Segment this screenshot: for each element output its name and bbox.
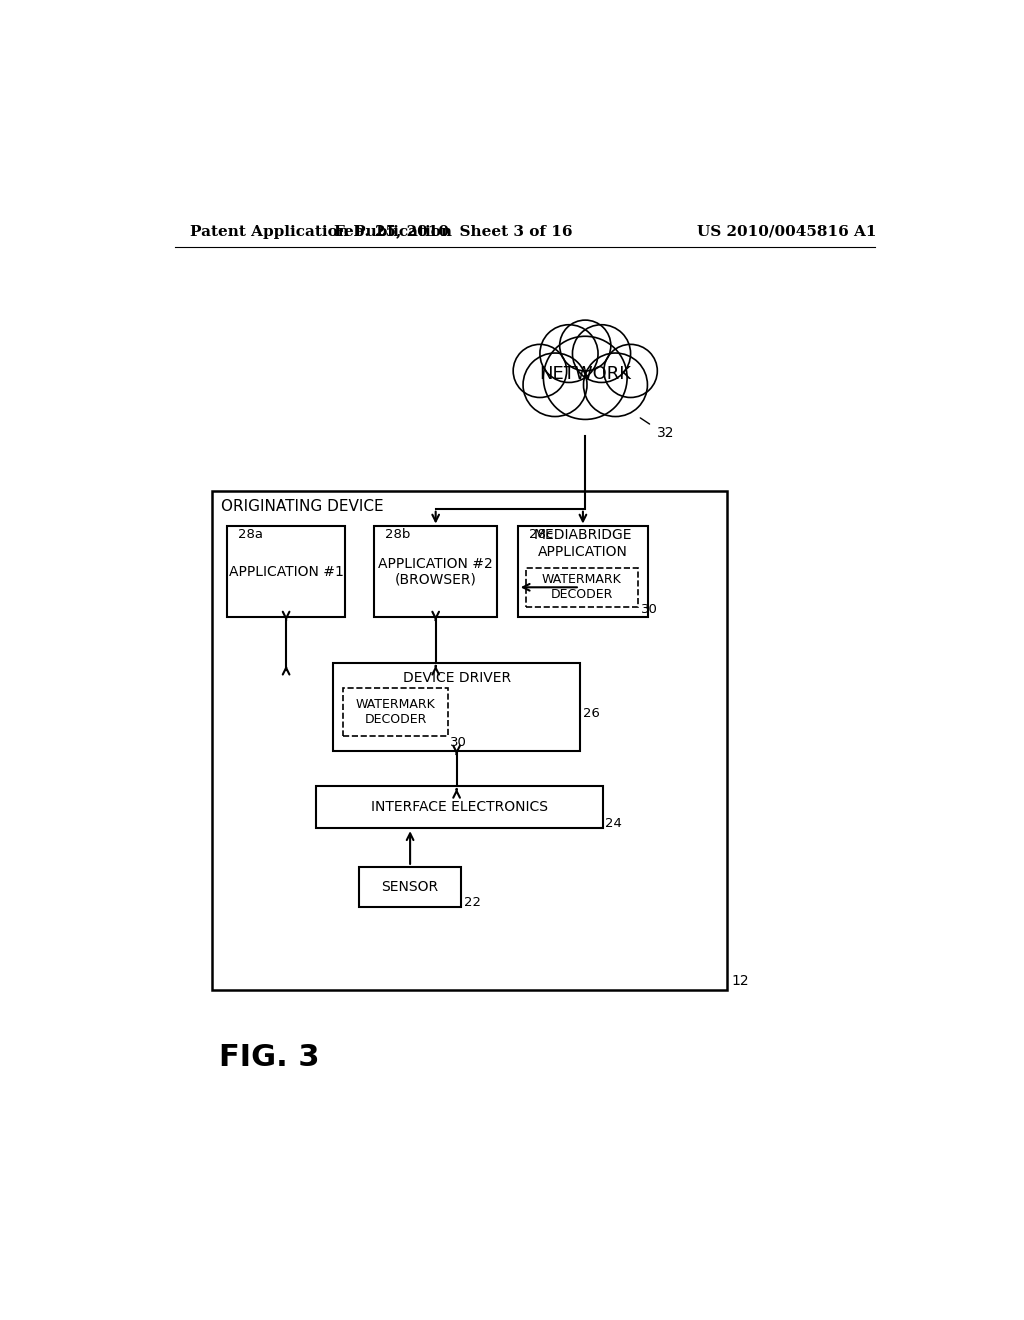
Text: 28c: 28c (528, 528, 553, 541)
Text: NETWORK: NETWORK (540, 366, 631, 383)
Circle shape (540, 325, 598, 383)
Text: US 2010/0045816 A1: US 2010/0045816 A1 (697, 224, 877, 239)
Circle shape (544, 337, 627, 420)
Text: 12: 12 (732, 974, 750, 987)
Text: 24: 24 (605, 817, 623, 830)
Text: APPLICATION #1: APPLICATION #1 (228, 565, 343, 579)
Text: WATERMARK
DECODER: WATERMARK DECODER (356, 698, 435, 726)
Text: 28a: 28a (238, 528, 263, 541)
Text: DEVICE DRIVER: DEVICE DRIVER (402, 671, 511, 685)
Text: 30: 30 (450, 735, 467, 748)
Text: INTERFACE ELECTRONICS: INTERFACE ELECTRONICS (371, 800, 548, 814)
Text: WATERMARK
DECODER: WATERMARK DECODER (542, 573, 622, 602)
Text: ORIGINATING DEVICE: ORIGINATING DEVICE (221, 499, 384, 513)
Circle shape (560, 321, 611, 371)
Text: 26: 26 (583, 706, 600, 719)
Circle shape (584, 352, 647, 417)
Text: MEDIABRIDGE
APPLICATION: MEDIABRIDGE APPLICATION (534, 528, 632, 560)
Text: FIG. 3: FIG. 3 (219, 1043, 319, 1072)
Text: SENSOR: SENSOR (382, 880, 438, 894)
Circle shape (523, 352, 587, 417)
Text: Patent Application Publication: Patent Application Publication (190, 224, 452, 239)
Text: 28b: 28b (385, 528, 411, 541)
Circle shape (604, 345, 657, 397)
Circle shape (572, 325, 631, 383)
Text: 30: 30 (641, 603, 658, 616)
Text: 32: 32 (656, 426, 674, 441)
Text: Feb. 25, 2010  Sheet 3 of 16: Feb. 25, 2010 Sheet 3 of 16 (334, 224, 572, 239)
Circle shape (513, 345, 566, 397)
Text: APPLICATION #2
(BROWSER): APPLICATION #2 (BROWSER) (378, 557, 493, 587)
Text: 22: 22 (464, 896, 480, 908)
